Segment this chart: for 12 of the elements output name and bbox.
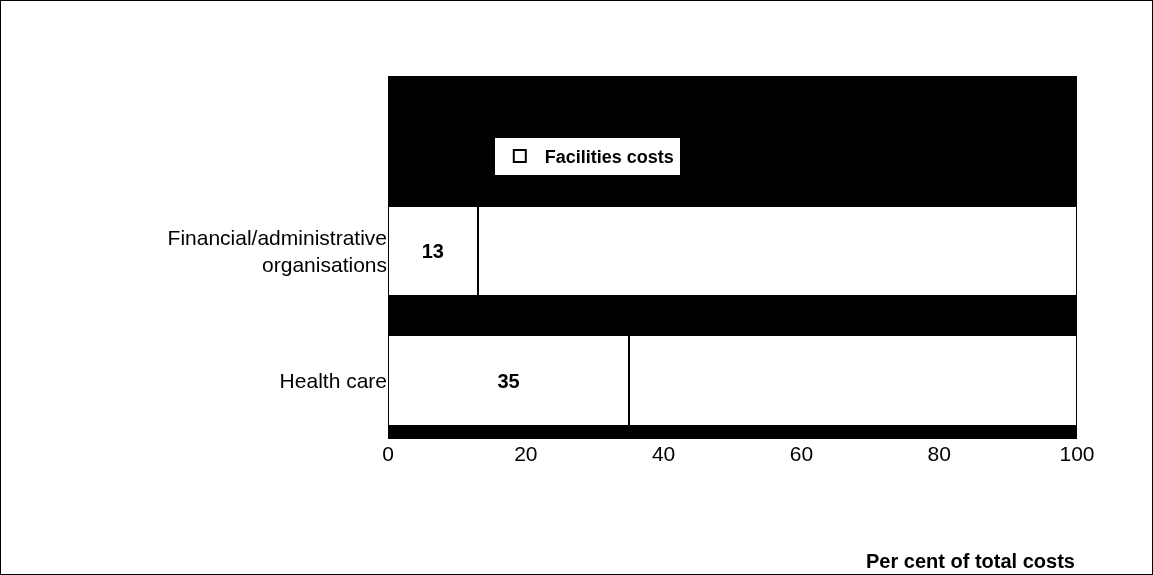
legend-label: Facilities costs (544, 146, 674, 167)
y-tick-label: Financial/administrative organisations (167, 225, 387, 277)
x-axis-title: Per cent of total costs (866, 550, 1075, 572)
data-label: 35 (497, 369, 520, 392)
x-tick-label: 100 (1059, 442, 1095, 465)
x-tick-label: 40 (651, 442, 676, 465)
x-tick-label: 80 (927, 442, 951, 465)
x-tick-label: 0 (382, 442, 394, 465)
x-tick-label: 60 (789, 442, 814, 465)
data-label: 13 (421, 240, 444, 263)
y-tick-label: Health care (279, 369, 387, 393)
x-tick-label: 20 (514, 442, 538, 465)
